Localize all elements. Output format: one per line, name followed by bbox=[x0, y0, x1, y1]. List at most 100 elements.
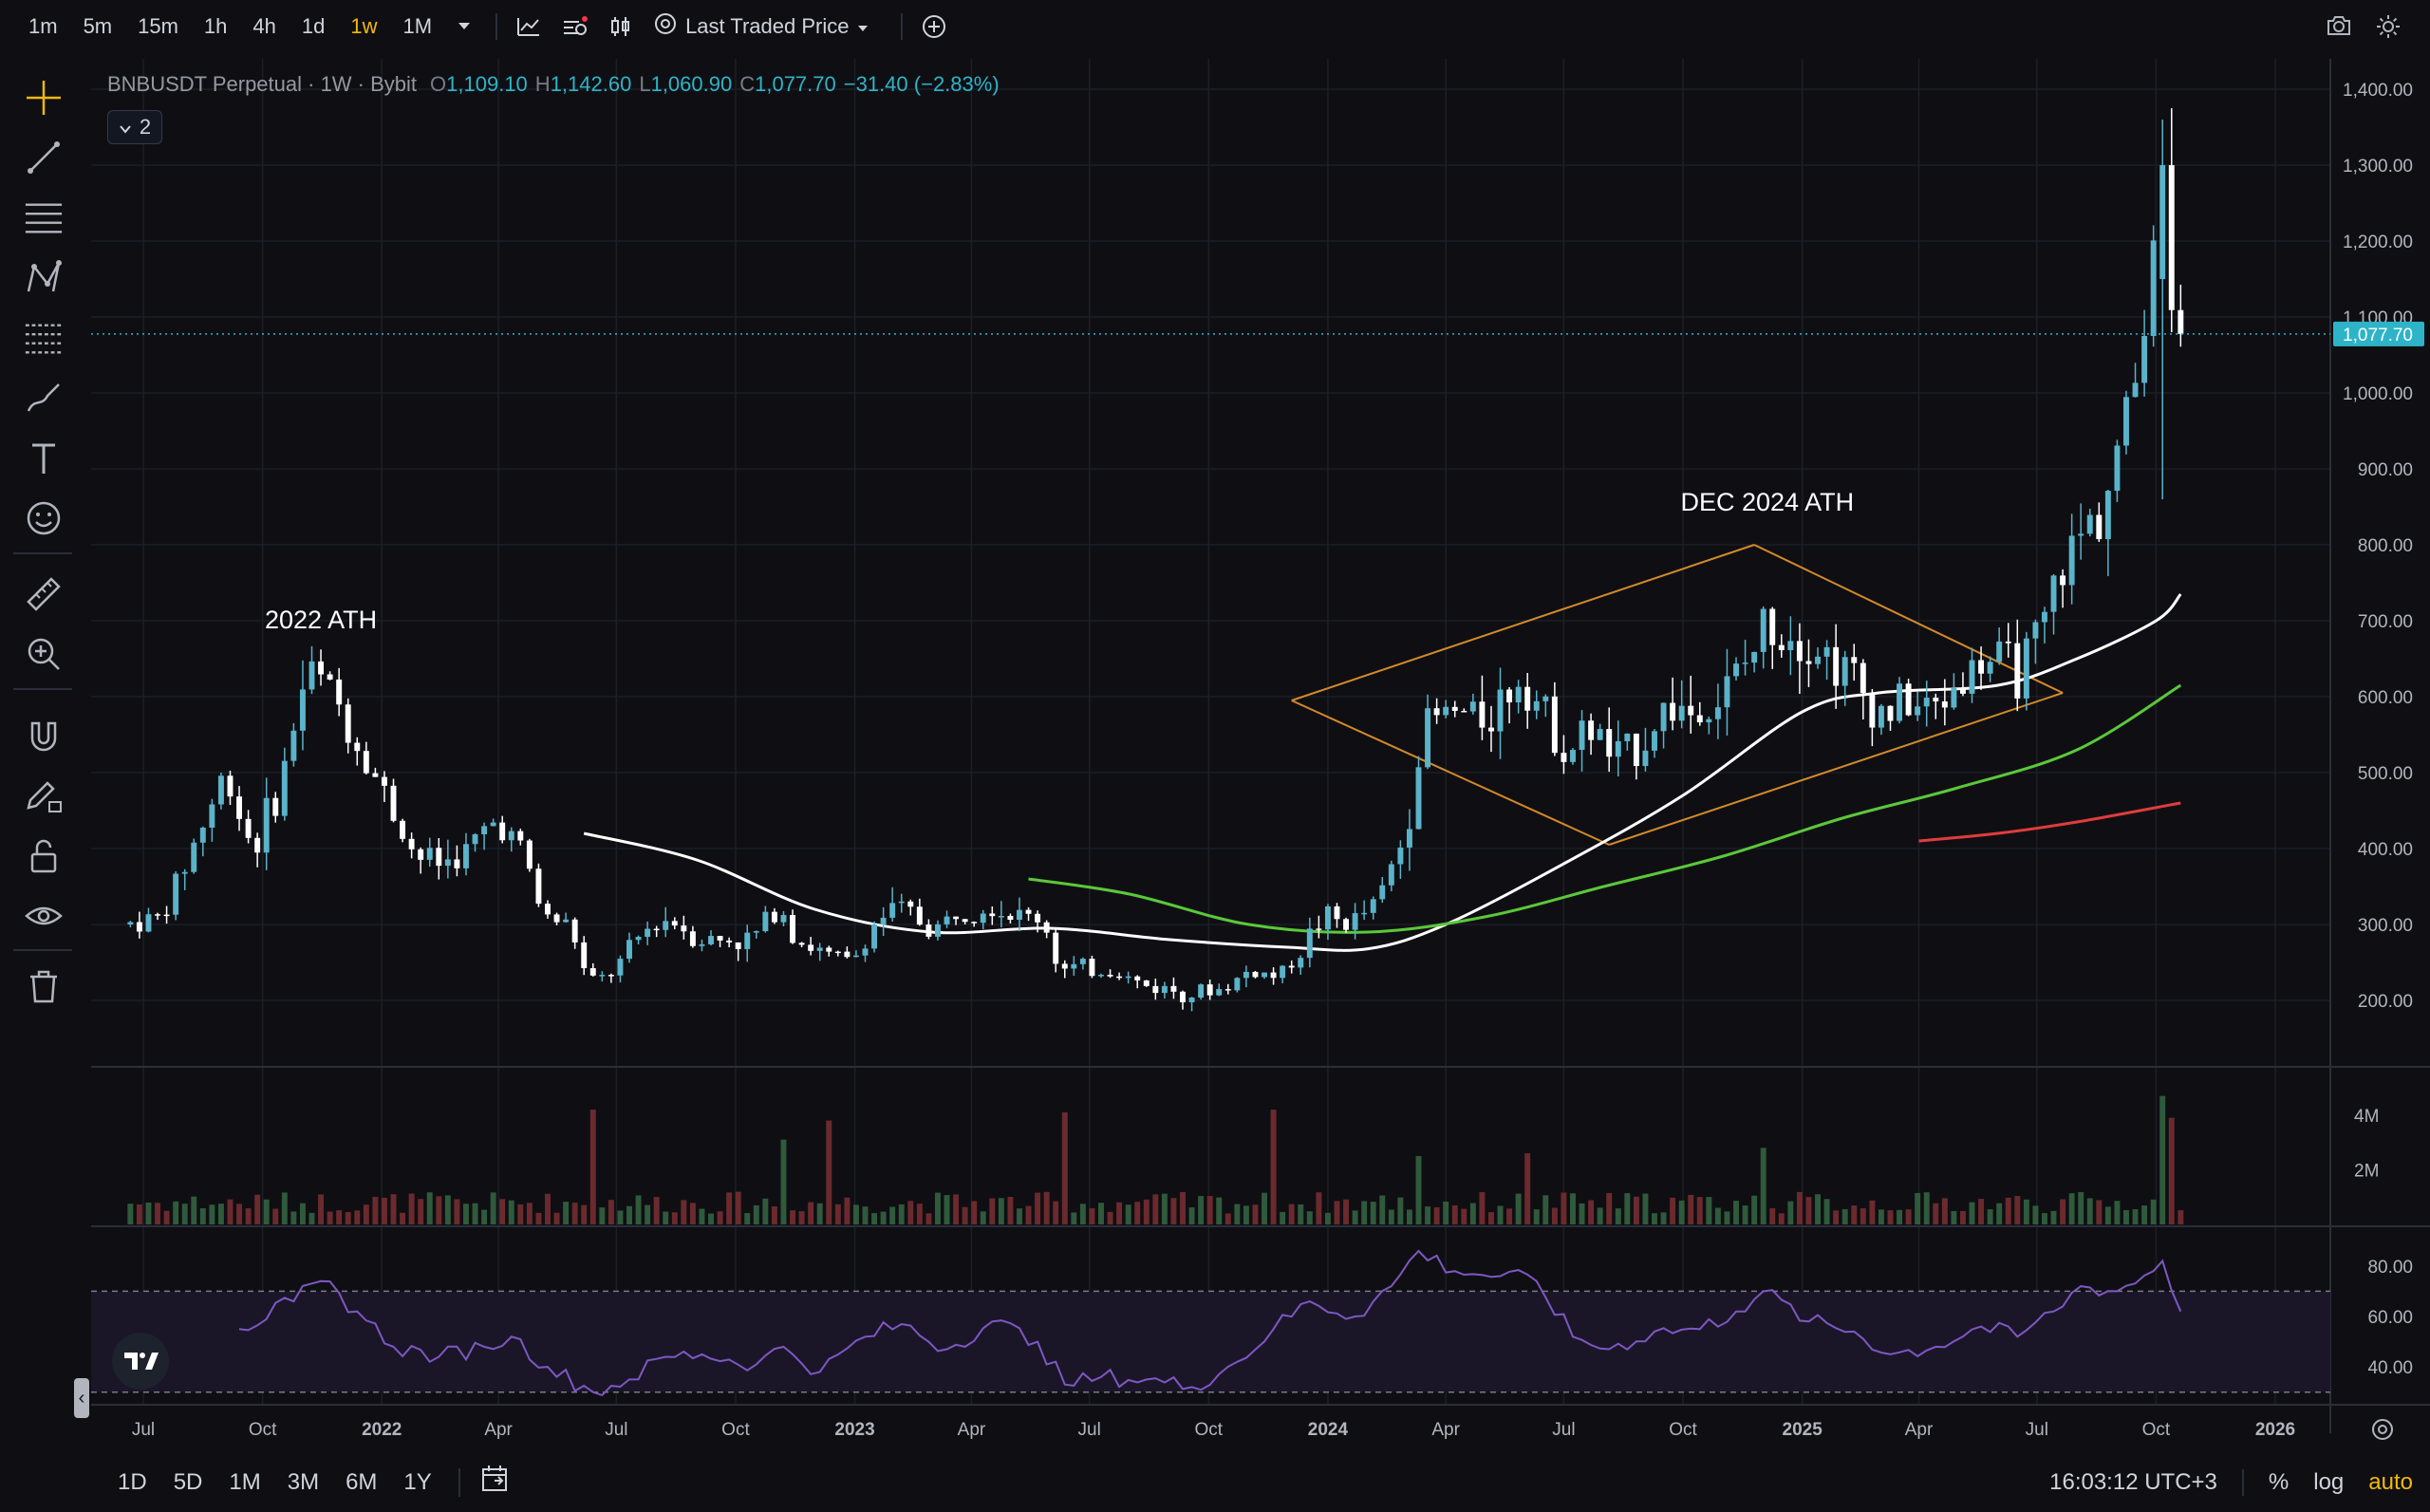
volume-axis-label: 4M bbox=[2354, 1107, 2379, 1127]
timeframe-1m[interactable]: 1m bbox=[28, 14, 58, 38]
timeframe-4h[interactable]: 4h bbox=[252, 14, 276, 38]
text-icon[interactable] bbox=[24, 439, 64, 478]
volume-bar bbox=[834, 1204, 841, 1224]
candle-body bbox=[635, 937, 642, 941]
time-axis-label: 2025 bbox=[1783, 1420, 1823, 1440]
volume-bar bbox=[2096, 1200, 2103, 1224]
lock-icon[interactable] bbox=[24, 836, 64, 876]
volume-bar bbox=[1978, 1199, 1985, 1224]
trash-icon[interactable] bbox=[24, 966, 64, 1006]
volume-bar bbox=[1551, 1207, 1558, 1224]
candle-body bbox=[645, 928, 651, 938]
timeframe-1d[interactable]: 1d bbox=[301, 14, 326, 38]
pencil-lock-icon[interactable] bbox=[24, 776, 64, 816]
symbol-title[interactable]: BNBUSDT Perpetual · 1W · Bybit bbox=[107, 72, 418, 96]
volume-bar bbox=[227, 1199, 234, 1224]
auto-scale-toggle[interactable]: auto bbox=[2368, 1469, 2413, 1495]
candle-body bbox=[463, 844, 469, 868]
log-scale-toggle[interactable]: log bbox=[2313, 1469, 2345, 1495]
trendline-icon[interactable] bbox=[24, 138, 64, 177]
camera-icon[interactable] bbox=[2326, 13, 2352, 46]
range-1M[interactable]: 1M bbox=[229, 1468, 261, 1495]
eye-icon[interactable] bbox=[24, 896, 64, 936]
candle-body bbox=[1243, 971, 1249, 979]
candle-body bbox=[1361, 912, 1368, 915]
candle-body bbox=[191, 842, 197, 872]
emoji-icon[interactable] bbox=[24, 498, 64, 538]
candle-body bbox=[381, 776, 387, 786]
volume-bar bbox=[717, 1211, 723, 1224]
brush-icon[interactable] bbox=[24, 378, 64, 418]
timeframe-15m[interactable]: 15m bbox=[138, 14, 178, 38]
ruler-icon[interactable] bbox=[24, 574, 64, 614]
close-label: C bbox=[739, 72, 756, 96]
candle-body bbox=[1043, 922, 1050, 933]
price-chart[interactable]: 1,400.001,300.001,200.001,100.001,000.00… bbox=[0, 0, 2430, 1452]
volume-bar bbox=[934, 1192, 941, 1224]
toolbar-divider bbox=[458, 1467, 460, 1497]
volume-bar bbox=[400, 1212, 406, 1224]
pattern-icon[interactable] bbox=[24, 258, 64, 298]
range-1D[interactable]: 1D bbox=[118, 1468, 147, 1495]
candle-body bbox=[1298, 958, 1304, 968]
volume-bar bbox=[2042, 1213, 2047, 1224]
candle-body bbox=[1425, 708, 1431, 768]
candle-body bbox=[318, 661, 325, 675]
percent-scale-toggle[interactable]: % bbox=[2268, 1469, 2290, 1495]
volume-bar bbox=[1252, 1204, 1259, 1224]
range-5D[interactable]: 5D bbox=[173, 1468, 203, 1495]
time-axis-label: Oct bbox=[1669, 1420, 1697, 1440]
candle-body bbox=[1324, 905, 1331, 930]
volume-bar bbox=[1760, 1148, 1766, 1224]
crosshair-icon[interactable] bbox=[24, 78, 64, 118]
volume-bar bbox=[217, 1204, 224, 1224]
timeframe-1w[interactable]: 1w bbox=[350, 14, 378, 38]
collapse-handle[interactable]: ‹ bbox=[74, 1378, 89, 1418]
tradingview-logo[interactable] bbox=[112, 1333, 169, 1390]
range-1Y[interactable]: 1Y bbox=[403, 1468, 432, 1495]
volume-bar bbox=[1688, 1194, 1694, 1224]
candle-body bbox=[880, 917, 887, 925]
volume-bar bbox=[1959, 1210, 1966, 1224]
settings-icon[interactable] bbox=[2375, 13, 2402, 46]
candle-body bbox=[1615, 740, 1621, 757]
price-source-dropdown[interactable]: Last Traded Price bbox=[653, 11, 868, 42]
range-3M[interactable]: 3M bbox=[287, 1468, 320, 1495]
timeframe-1h[interactable]: 1h bbox=[203, 14, 228, 38]
timeframe-5m[interactable]: 5m bbox=[83, 14, 113, 38]
volume-bar bbox=[191, 1196, 197, 1224]
candle-body bbox=[418, 849, 424, 860]
candle-body bbox=[263, 797, 270, 853]
volume-bar bbox=[345, 1212, 351, 1224]
volume-bar bbox=[290, 1211, 297, 1224]
timeframe-1M[interactable]: 1M bbox=[402, 14, 433, 38]
volume-bar bbox=[916, 1204, 923, 1224]
range-6M[interactable]: 6M bbox=[346, 1468, 378, 1495]
chevron-down-icon[interactable] bbox=[458, 22, 471, 31]
volume-bar bbox=[363, 1204, 369, 1224]
bar-style-icon[interactable] bbox=[609, 15, 632, 38]
candle-body bbox=[2086, 514, 2093, 534]
volume-bar bbox=[2104, 1206, 2111, 1224]
volume-bar bbox=[699, 1208, 705, 1224]
time-axis-label: Apr bbox=[484, 1420, 513, 1440]
candle-body bbox=[1805, 661, 1812, 664]
volume-bar bbox=[155, 1203, 160, 1224]
candle-body bbox=[400, 820, 406, 839]
timeframe-selector: 1m 5m 15m 1h 4h 1d 1w 1M bbox=[28, 14, 458, 39]
calendar-icon[interactable] bbox=[479, 1464, 510, 1501]
magnet-icon[interactable] bbox=[24, 717, 64, 756]
clock[interactable]: 16:03:12 UTC+3 bbox=[2049, 1469, 2217, 1495]
time-axis-label: Jul bbox=[1078, 1420, 1101, 1440]
time-axis-label: Apr bbox=[958, 1420, 986, 1440]
zoom-icon[interactable] bbox=[24, 634, 64, 674]
indicators-icon[interactable] bbox=[516, 16, 541, 37]
low-value: 1,060.90 bbox=[650, 72, 733, 96]
volume-bar bbox=[581, 1204, 588, 1224]
indicator-toggle[interactable]: 2 bbox=[107, 110, 162, 144]
volume-bar bbox=[408, 1193, 415, 1224]
horizontal-lines-icon[interactable] bbox=[24, 197, 64, 237]
alert-icon[interactable] bbox=[562, 16, 589, 37]
add-icon[interactable] bbox=[922, 14, 946, 39]
volume-bar bbox=[127, 1204, 134, 1224]
